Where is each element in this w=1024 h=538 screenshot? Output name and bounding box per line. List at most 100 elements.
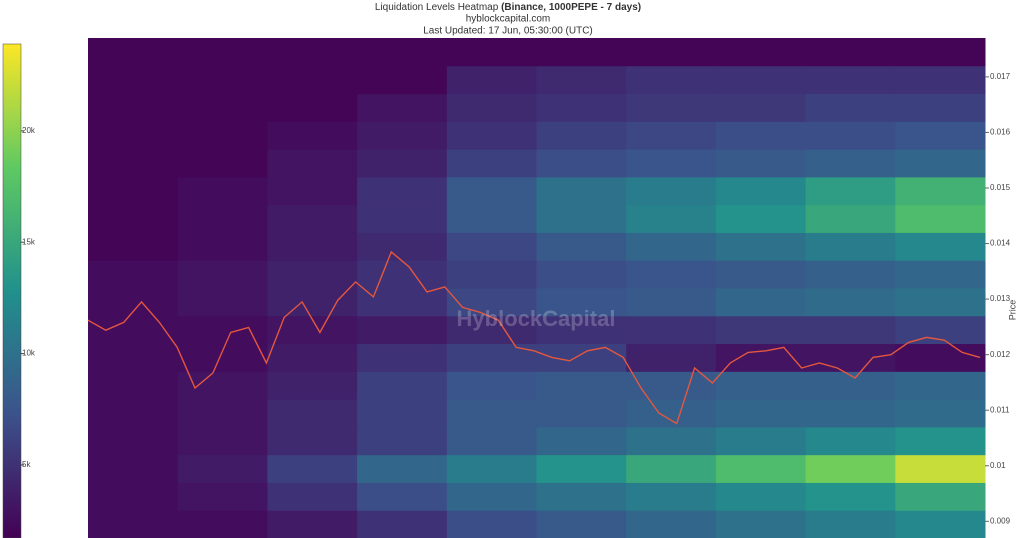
heat-cell: [626, 176, 717, 206]
heat-cell: [805, 38, 896, 67]
y-tick-label: 0.013: [990, 294, 1011, 303]
heat-cell: [626, 260, 717, 289]
heat-cell: [895, 38, 986, 67]
heat-cell: [895, 426, 986, 456]
heat-cell: [805, 260, 896, 289]
heat-cell: [805, 315, 896, 345]
heat-cell: [357, 93, 448, 122]
heat-cell: [357, 510, 448, 538]
heat-cell: [805, 176, 896, 206]
heat-cell: [177, 482, 268, 511]
heat-cell: [267, 399, 358, 428]
heat-cell: [88, 426, 179, 456]
heat-cell: [536, 510, 627, 538]
heat-cell: [626, 454, 717, 483]
heat-cell: [88, 371, 179, 400]
heat-cell: [177, 371, 268, 400]
heat-cell: [267, 204, 358, 233]
heat-cell: [715, 149, 807, 178]
heat-cell: [536, 482, 627, 511]
heat-cell: [357, 343, 448, 372]
heat-cell: [357, 260, 448, 289]
heat-cell: [626, 38, 717, 67]
heat-cell: [626, 510, 717, 538]
heat-cell: [536, 371, 627, 400]
title-main: Liquidation Levels Heatmap: [375, 2, 499, 13]
heat-cell: [88, 399, 179, 428]
heat-cell: [88, 176, 179, 206]
heat-cell: [895, 288, 986, 317]
heat-cell: [177, 93, 268, 122]
heat-cell: [626, 399, 717, 428]
heat-cell: [715, 65, 807, 95]
y-tick-label: 0.011: [990, 405, 1010, 414]
heat-cell: [267, 93, 358, 122]
heat-cell: [715, 121, 807, 150]
heat-cell: [177, 510, 268, 538]
heat-cell: [357, 288, 448, 317]
heat-cell: [715, 371, 807, 400]
colorbar: [2, 43, 22, 538]
heat-cell: [446, 149, 537, 178]
heat-cell: [895, 121, 986, 150]
heat-cell: [88, 149, 179, 178]
heat-cell: [88, 204, 179, 233]
heat-cell: [536, 260, 627, 289]
heat-cell: [536, 232, 627, 261]
heat-cell: [895, 204, 986, 233]
colorbar-tick-label: 15k: [22, 237, 36, 246]
heat-cell: [88, 343, 179, 372]
heat-cell: [357, 232, 448, 261]
heat-cell: [88, 232, 179, 261]
colorbar-tick-label: 5k: [22, 460, 31, 469]
heat-cell: [895, 454, 986, 483]
heat-cell: [626, 371, 717, 400]
price-line: [87, 250, 981, 425]
heat-cell: [715, 288, 807, 317]
heat-cell: [895, 93, 986, 122]
heat-cell: [626, 482, 717, 511]
heat-cell: [267, 65, 358, 95]
heat-cell: [626, 121, 717, 150]
heat-cell: [715, 454, 807, 483]
y-tick-label: 0.009: [990, 516, 1011, 525]
heat-cell: [446, 176, 537, 206]
watermark: HyblockCapital: [457, 306, 616, 331]
heat-cell: [715, 38, 807, 67]
y-tick-label: 0.014: [990, 239, 1011, 248]
last-updated: Last Updated: 17 Jun, 05:30:00 (UTC): [423, 26, 593, 37]
heat-cell: [895, 510, 986, 538]
heat-cell: [446, 426, 537, 456]
heat-cell: [536, 93, 627, 122]
heat-cell: [805, 204, 896, 233]
heat-cell: [177, 399, 268, 428]
heat-cell: [267, 482, 358, 511]
heat-cell: [805, 288, 896, 317]
heat-cell: [88, 93, 179, 122]
heat-cell: [805, 232, 896, 261]
heat-cell: [805, 399, 896, 428]
heat-cell: [536, 38, 627, 67]
heat-cell: [805, 121, 896, 150]
heat-cell: [626, 315, 717, 345]
heat-cell: [626, 65, 717, 95]
heat-cell: [88, 510, 179, 538]
heat-cell: [267, 260, 358, 289]
heat-cell: [895, 65, 986, 95]
heat-cell: [626, 232, 717, 261]
y-tick-label: 0.016: [990, 128, 1011, 137]
heat-cell: [357, 371, 448, 400]
heat-cell: [805, 93, 896, 122]
y-axis-label: Price: [1007, 300, 1017, 321]
heat-cell: [715, 260, 807, 289]
heat-cell: [446, 454, 537, 483]
heat-cell: [805, 65, 896, 95]
heat-cell: [267, 426, 358, 456]
heat-cell: [267, 176, 358, 206]
heat-cell: [88, 454, 179, 483]
heat-cell: [357, 65, 448, 95]
heat-cell: [805, 454, 896, 483]
heat-cell: [715, 482, 807, 511]
y-tick-label: 0.01: [990, 461, 1006, 470]
heat-cell: [267, 510, 358, 538]
